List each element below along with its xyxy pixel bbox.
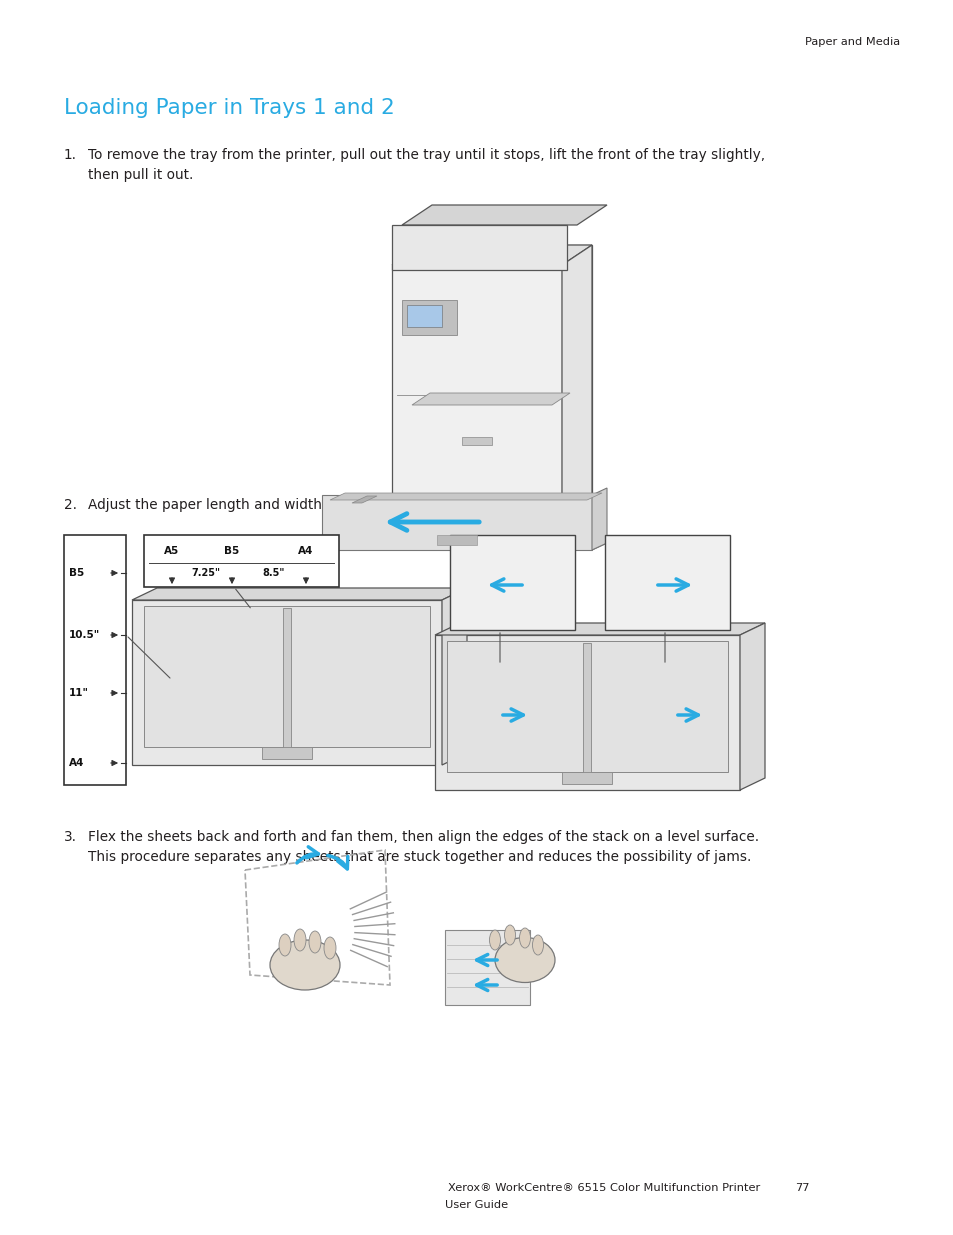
Polygon shape — [740, 622, 764, 790]
Ellipse shape — [495, 937, 555, 983]
Ellipse shape — [489, 930, 500, 950]
Text: To remove the tray from the printer, pull out the tray until it stops, lift the : To remove the tray from the printer, pul… — [88, 148, 764, 182]
Polygon shape — [561, 245, 592, 525]
Polygon shape — [392, 266, 561, 525]
Ellipse shape — [519, 927, 530, 948]
Text: 8.5": 8.5" — [262, 568, 285, 578]
Polygon shape — [435, 622, 764, 635]
Polygon shape — [441, 588, 467, 764]
Polygon shape — [444, 930, 530, 1005]
Ellipse shape — [270, 940, 339, 990]
Bar — [64, 535, 126, 785]
Polygon shape — [352, 496, 376, 503]
Polygon shape — [392, 245, 592, 266]
Polygon shape — [322, 543, 606, 550]
Bar — [561, 772, 612, 784]
Bar — [436, 535, 476, 545]
Text: Loading Paper in Trays 1 and 2: Loading Paper in Trays 1 and 2 — [64, 98, 395, 119]
Text: B5: B5 — [69, 568, 84, 578]
Polygon shape — [322, 495, 592, 550]
Text: Paper and Media: Paper and Media — [804, 37, 899, 47]
Bar — [582, 643, 590, 778]
Text: 11": 11" — [69, 688, 89, 698]
Polygon shape — [132, 600, 441, 764]
Polygon shape — [412, 393, 569, 405]
Polygon shape — [401, 205, 606, 225]
Ellipse shape — [294, 929, 306, 951]
Bar — [450, 535, 575, 630]
Polygon shape — [421, 245, 592, 505]
Bar — [604, 535, 729, 630]
Bar — [461, 437, 492, 445]
Ellipse shape — [309, 931, 320, 953]
Bar — [283, 608, 291, 753]
Text: A4: A4 — [298, 546, 314, 556]
Ellipse shape — [324, 937, 335, 960]
Polygon shape — [392, 225, 566, 270]
Text: 10.5": 10.5" — [69, 630, 100, 640]
Text: User Guide: User Guide — [445, 1200, 508, 1210]
Polygon shape — [592, 488, 606, 550]
Text: A4: A4 — [69, 758, 84, 768]
Text: B5: B5 — [224, 546, 239, 556]
Polygon shape — [435, 635, 740, 790]
Ellipse shape — [532, 935, 543, 955]
Bar — [401, 300, 456, 335]
Bar — [144, 606, 430, 747]
Text: A5: A5 — [164, 546, 179, 556]
Text: 3.: 3. — [64, 830, 77, 844]
Polygon shape — [330, 493, 601, 500]
Text: Xerox® WorkCentre® 6515 Color Multifunction Printer: Xerox® WorkCentre® 6515 Color Multifunct… — [447, 1183, 760, 1193]
Text: 2.: 2. — [64, 498, 77, 513]
Text: Adjust the paper length and width guides to fit the paper size.: Adjust the paper length and width guides… — [88, 498, 514, 513]
Polygon shape — [132, 588, 467, 600]
Text: Flex the sheets back and forth and fan them, then align the edges of the stack o: Flex the sheets back and forth and fan t… — [88, 830, 759, 864]
Bar — [262, 747, 312, 760]
Bar — [447, 641, 727, 772]
Text: 77: 77 — [794, 1183, 809, 1193]
Bar — [407, 305, 441, 327]
Ellipse shape — [278, 934, 291, 956]
Text: 7.25": 7.25" — [192, 568, 220, 578]
Ellipse shape — [504, 925, 515, 945]
Text: 1.: 1. — [64, 148, 77, 162]
Bar — [144, 535, 338, 587]
